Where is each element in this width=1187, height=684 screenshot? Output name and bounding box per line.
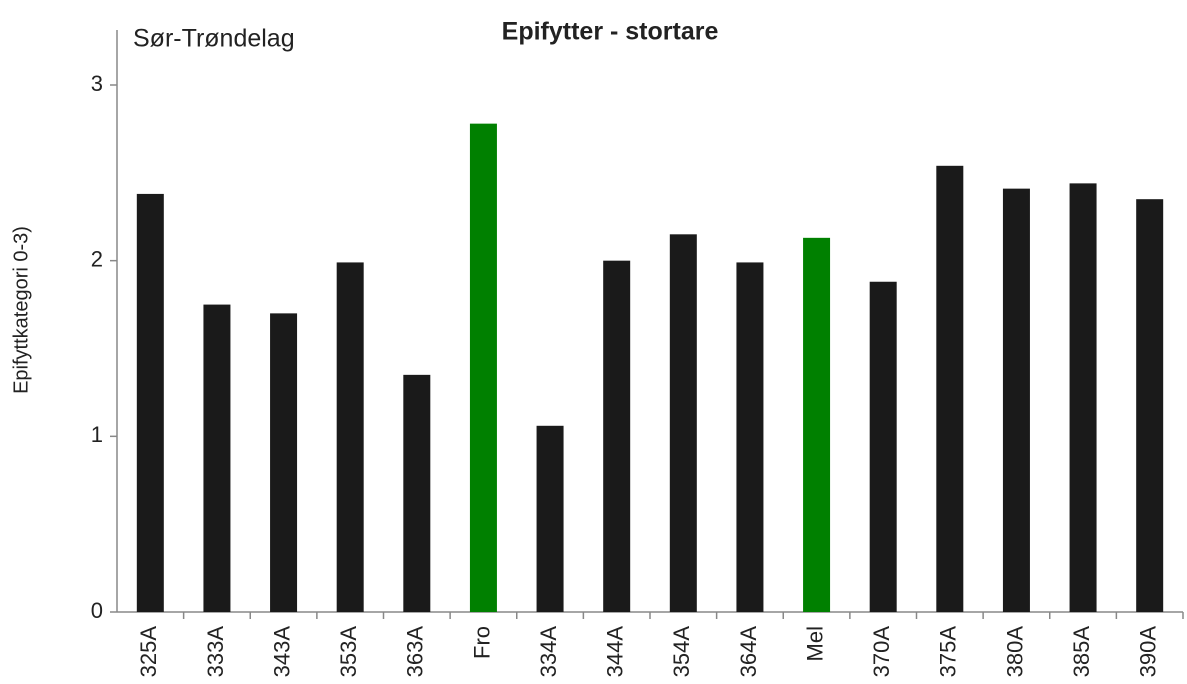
bar [1069, 183, 1097, 612]
bar [203, 304, 231, 612]
x-tick-label: 364A [736, 626, 761, 678]
bar [270, 313, 298, 612]
x-tick-label: Mel [802, 626, 827, 661]
bar [403, 374, 431, 612]
x-tick-label: 375A [936, 626, 961, 678]
bar [136, 193, 164, 612]
x-tick-label: 354A [669, 626, 694, 678]
bar [1136, 199, 1164, 612]
x-tick-label: 325A [136, 626, 161, 678]
annotation: Sør-Trøndelag [133, 25, 295, 53]
y-tick-label: 2 [91, 246, 103, 271]
bar [669, 234, 697, 613]
y-tick-label: 1 [91, 422, 103, 447]
bar [469, 123, 497, 612]
x-tick-label: 370A [869, 626, 894, 678]
bar [936, 165, 964, 612]
x-tick-label: Fro [469, 626, 494, 659]
x-tick-label: 385A [1069, 626, 1094, 678]
bar [736, 262, 764, 612]
bar [869, 281, 897, 612]
x-tick-label: 344A [603, 626, 628, 678]
bar [536, 425, 564, 612]
x-tick-label: 380A [1002, 626, 1027, 678]
y-tick-label: 0 [91, 598, 103, 623]
chart-title: Epifytter - stortare [502, 18, 719, 46]
bar [603, 260, 631, 612]
x-tick-label: 363A [403, 626, 428, 678]
x-tick-label: 334A [536, 626, 561, 678]
bar [803, 237, 831, 612]
bar [1002, 188, 1030, 613]
y-tick-label: 3 [91, 71, 103, 96]
x-tick-label: 353A [336, 626, 361, 678]
x-tick-label: 390A [1136, 626, 1161, 678]
x-tick-label: 333A [203, 626, 228, 678]
x-tick-label: 343A [269, 626, 294, 678]
y-axis-label: Epifyttkategori 0-3) [10, 226, 32, 394]
bar [336, 262, 364, 612]
